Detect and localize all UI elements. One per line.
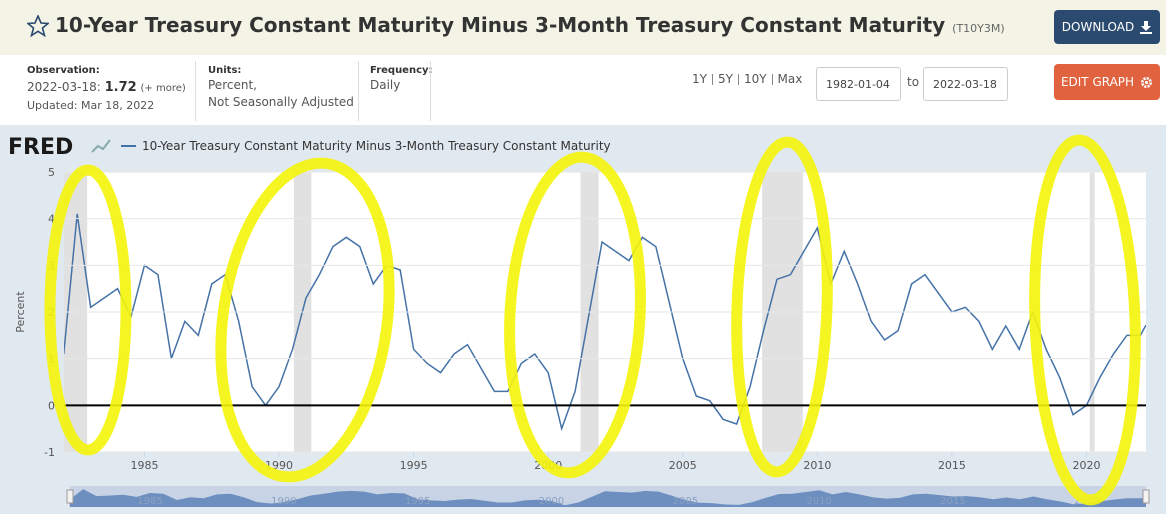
start-date-input[interactable]: 1982-01-04: [816, 67, 901, 101]
legend-label: 10-Year Treasury Constant Maturity Minus…: [142, 139, 611, 153]
frequency-label: Frequency:: [370, 65, 433, 76]
series-id: (T10Y3M): [952, 22, 1005, 35]
observation-date: 2022-03-18:: [27, 80, 101, 94]
navigator-area: [69, 489, 1147, 507]
download-button[interactable]: DOWNLOAD: [1054, 10, 1160, 44]
header-bar: 10-Year Treasury Constant Maturity Minus…: [0, 0, 1166, 55]
separator: [711, 73, 713, 85]
divider: [430, 61, 431, 121]
units-1: Not Seasonally Adjusted: [208, 95, 354, 109]
end-date-input[interactable]: 2022-03-18: [923, 67, 1008, 101]
highlight-circle: [44, 164, 132, 456]
x-tick-label: 2005: [669, 459, 697, 472]
range-link[interactable]: Max: [777, 72, 803, 86]
download-icon: [1140, 20, 1153, 34]
logo-icon: [91, 139, 111, 153]
fred-logo: FRED: [8, 135, 73, 160]
separator: [737, 73, 739, 85]
navigator-tick-label: 1985: [137, 496, 162, 507]
x-tick-label: 1995: [400, 459, 428, 472]
range-links: 1Y 5Y 10Y Max: [692, 72, 802, 86]
navigator-tick-label: 2010: [806, 496, 831, 507]
navigator-tick-label: 2005: [673, 496, 698, 507]
download-label: DOWNLOAD: [1061, 20, 1135, 34]
highlight-circle: [215, 157, 395, 483]
units-label: Units:: [208, 65, 242, 76]
info-bar: Observation: 2022-03-18: 1.72 (+ more) U…: [0, 55, 1166, 125]
highlight-circle: [504, 151, 646, 479]
navigator-tick-label: 1995: [405, 496, 430, 507]
y-axis-label: Percent: [14, 291, 27, 333]
units-0: Percent,: [208, 78, 257, 92]
x-tick-label: 2020: [1073, 459, 1101, 472]
observation-value: 1.72: [104, 80, 137, 95]
navigator-handle: [66, 489, 74, 504]
frequency: Daily: [370, 78, 401, 92]
observation-label: Observation:: [27, 65, 100, 76]
y-tick-label: 5: [48, 166, 55, 179]
observation: 2022-03-18: 1.72 (+ more): [27, 80, 186, 95]
navigator-handle: [1142, 489, 1150, 504]
x-tick-label: 2010: [803, 459, 831, 472]
title-wrap: 10-Year Treasury Constant Maturity Minus…: [55, 13, 1005, 37]
divider: [358, 61, 359, 121]
navigator-tick-label: 2000: [539, 496, 564, 507]
range-link[interactable]: 10Y: [743, 72, 767, 86]
x-tick-label: 2015: [938, 459, 966, 472]
to-label: to: [907, 75, 920, 89]
x-tick-label: 1985: [130, 459, 158, 472]
title: 10-Year Treasury Constant Maturity Minus…: [55, 13, 946, 37]
range-link[interactable]: 1Y: [692, 72, 707, 86]
range-link[interactable]: 5Y: [717, 72, 733, 86]
more-link[interactable]: (+ more): [140, 83, 186, 94]
navigator-tick-label: 1990: [271, 496, 296, 507]
separator: [771, 73, 773, 85]
navigator-tick-label: 2015: [940, 496, 965, 507]
y-tick-label: 0: [48, 399, 55, 412]
updated: Updated: Mar 18, 2022: [27, 99, 155, 112]
star-icon[interactable]: [27, 15, 49, 37]
y-tick-label: -1: [44, 446, 55, 459]
edit-graph-button[interactable]: EDIT GRAPH: [1054, 64, 1160, 100]
series-line: [64, 213, 1146, 432]
divider: [195, 61, 196, 121]
y-tick-label: 4: [48, 213, 55, 226]
highlight-circle: [1029, 134, 1141, 506]
highlight-circle: [731, 136, 833, 478]
edit-label: EDIT GRAPH: [1060, 75, 1135, 89]
gear-icon: [1141, 76, 1153, 88]
